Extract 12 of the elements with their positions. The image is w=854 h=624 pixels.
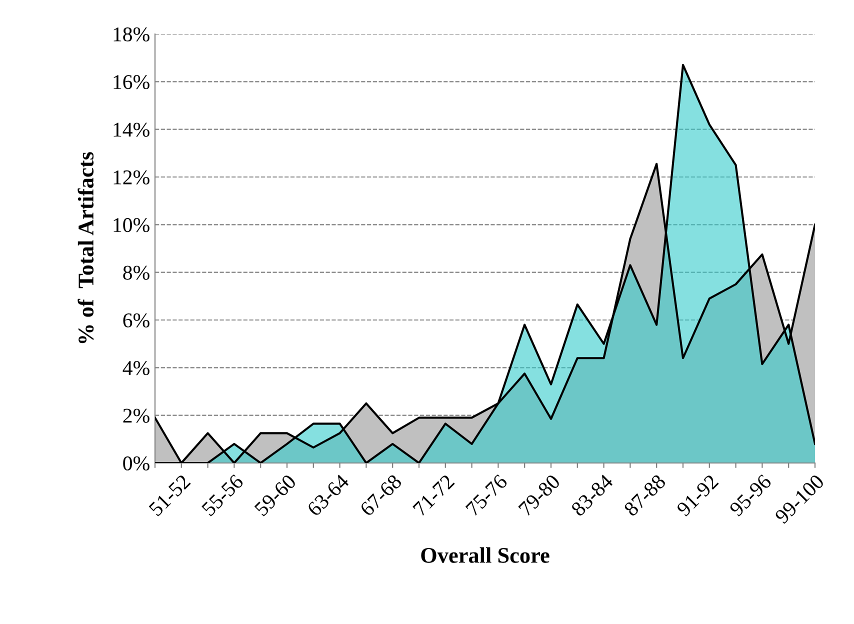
y-tick-label: 4% [122, 361, 150, 376]
y-tick-label: 6% [123, 313, 150, 328]
y-tick-label: 0% [123, 456, 150, 470]
x-axis-title: Overall Score [421, 547, 550, 563]
y-tick-label: 10% [114, 218, 150, 232]
y-tick-label: 2% [123, 408, 150, 423]
y-tick-label: 12% [114, 170, 150, 184]
y-tick-label: 18% [114, 27, 150, 42]
y-tick-label: 8% [123, 266, 150, 280]
y-tick-label: 16% [114, 75, 150, 90]
y-tick-label: 14% [114, 122, 150, 137]
y-axis-title: % of Total Artifacts [78, 152, 94, 344]
